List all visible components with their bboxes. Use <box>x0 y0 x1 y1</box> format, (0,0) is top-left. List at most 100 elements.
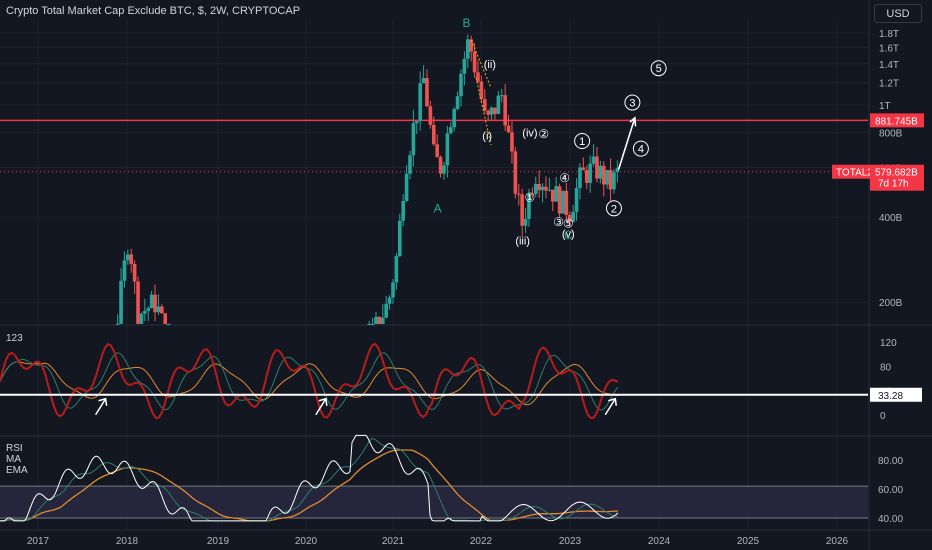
up-arrowhead <box>608 397 618 406</box>
candle-body <box>469 39 473 52</box>
candle-body <box>418 83 422 122</box>
candle-body <box>448 127 453 134</box>
time-tick-label: 2020 <box>295 536 318 547</box>
candle-body <box>523 218 528 226</box>
wave-label: (ii) <box>484 59 496 71</box>
up-arrowhead <box>98 397 108 406</box>
candle-body <box>472 51 477 73</box>
candle-body <box>615 168 620 173</box>
currency-button[interactable]: USD <box>874 4 922 23</box>
price-tick-label: 1.4T <box>879 60 899 71</box>
rsi-line <box>0 434 619 522</box>
up-arrow <box>94 398 107 416</box>
wave-label: 2 <box>611 203 617 215</box>
candle-body <box>499 95 504 97</box>
candle-body <box>550 189 555 202</box>
candle-body <box>126 254 130 261</box>
candle-body <box>486 110 490 115</box>
candle-body <box>156 306 161 313</box>
candle-body <box>442 165 446 174</box>
candle-body <box>445 133 450 166</box>
rsi-tick-label: 80.00 <box>878 456 903 467</box>
wave-label: A <box>434 201 442 215</box>
candle-body <box>564 190 569 215</box>
current-price-badge <box>870 164 924 191</box>
candle-body <box>527 193 531 219</box>
candles <box>115 34 620 325</box>
candle-body <box>139 313 144 324</box>
candle-body <box>554 186 558 202</box>
price-tick-label: 1.6T <box>879 43 899 54</box>
wave-label: (v) <box>562 228 575 240</box>
candle-body <box>608 170 613 190</box>
candle-body <box>455 96 460 110</box>
countdown-label: 7d 17h <box>878 179 909 190</box>
candle-body <box>503 95 507 126</box>
candle-body <box>479 81 484 100</box>
time-tick-label: 2019 <box>207 536 230 547</box>
oscillator-level-label: 33.28 <box>878 391 903 402</box>
candle-body <box>160 306 164 314</box>
candle-body <box>578 167 582 189</box>
wave-label: ③ <box>553 215 564 229</box>
candle-body <box>547 189 552 191</box>
candle-body <box>496 95 501 114</box>
candle-body <box>115 324 120 325</box>
candle-body <box>370 324 375 325</box>
candle-body <box>153 294 157 313</box>
candle-body <box>581 167 586 171</box>
projection-arrow <box>617 117 636 170</box>
wave-label: 1 <box>579 136 585 148</box>
rsi-legend-item: RSI <box>6 443 23 454</box>
candle-body <box>122 260 127 281</box>
candle-body <box>591 156 596 164</box>
candle-body <box>374 316 378 324</box>
resistance-price-label: 881.745B <box>875 116 918 127</box>
price-tick-label: 1.8T <box>879 29 899 40</box>
candle-body <box>588 163 592 183</box>
candle-body <box>506 125 511 133</box>
wave-trend-line <box>475 77 492 146</box>
oscillator-level-badge <box>870 387 922 402</box>
candle-body <box>595 156 599 179</box>
time-tick-label: 2024 <box>648 536 671 547</box>
time-tick-label: 2026 <box>826 536 849 547</box>
candle-body <box>452 109 456 128</box>
time-tick-label: 2018 <box>116 536 139 547</box>
resistance-price-badge <box>870 113 924 128</box>
candle-body <box>431 124 436 145</box>
up-arrow <box>315 398 327 416</box>
candle-body <box>571 211 575 222</box>
price-tick-label: 400B <box>879 213 903 224</box>
up-arrow <box>604 398 616 416</box>
wave-label: C <box>564 228 573 242</box>
oscillator-ma-line <box>0 352 619 411</box>
candle-body <box>533 183 538 194</box>
candle-body <box>421 78 426 84</box>
candle-body <box>146 308 151 311</box>
candle-body <box>377 316 382 324</box>
candle-body <box>567 214 572 222</box>
rsi-legend-item: MA <box>6 454 21 465</box>
symbol-label: TOTAL2 <box>836 168 873 179</box>
wave-trend-line <box>470 39 492 89</box>
candle-body <box>435 144 439 158</box>
candle-body <box>516 193 521 195</box>
candle-body <box>132 264 137 282</box>
price-tick-label: 800B <box>879 128 903 139</box>
projection-arrowhead <box>629 116 637 127</box>
candle-body <box>119 280 123 324</box>
candle-body <box>513 151 518 194</box>
wave-label: (i) <box>482 130 492 142</box>
candle-body <box>530 193 535 195</box>
time-tick-label: 2025 <box>737 536 760 547</box>
price-tick-label: 200B <box>879 298 903 309</box>
candle-body <box>520 194 524 226</box>
annotations: B A (ii) (i) (iv) (iii) (v)C ① ② ③ ④ ⑤ 1 2 3 4 5 <box>434 16 667 248</box>
candle-body <box>391 282 395 298</box>
candle-body <box>561 190 565 214</box>
